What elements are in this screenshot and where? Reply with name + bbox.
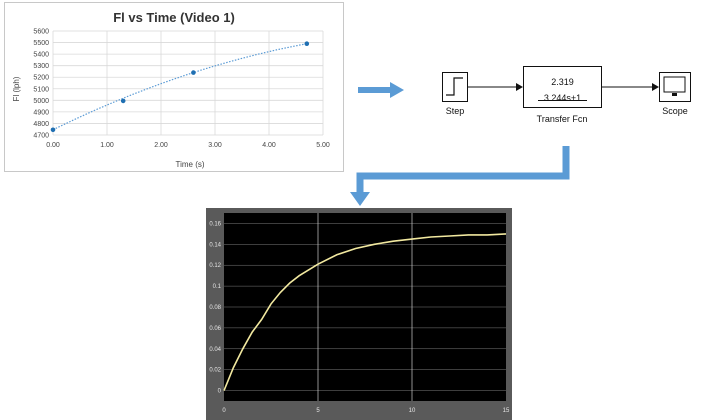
y-tick-label: 4700 <box>33 133 49 140</box>
scope-plot: 0 0.02 0.04 0.06 0.08 0.1 0.12 0.14 0.16 0 5 10 15 <box>209 213 510 414</box>
step-icon <box>446 77 463 96</box>
fl-vs-time-chart: Fl vs Time (Video 1) 4700 4800 4900 5000 510… <box>4 2 344 172</box>
scope-x-tick-label: 10 <box>409 408 416 414</box>
data-point <box>120 98 126 104</box>
y-tick-label: 5200 <box>33 75 49 82</box>
x-tick-label: 0.00 <box>46 142 60 149</box>
simulink-model: Step 2.319 3.244s+1 Transfer Fcn Scope <box>430 60 720 130</box>
y-tick-label: 4800 <box>33 121 49 128</box>
x-tick-label: 4.00 <box>262 142 276 149</box>
tf-fraction-bar <box>538 100 587 101</box>
fl-vs-time-plot: Fl vs Time (Video 1) 4700 4800 4900 5000 510… <box>12 10 330 169</box>
step-response-trace <box>223 233 507 391</box>
scope-y-tick-label: 0.02 <box>209 368 221 374</box>
x-tick-label: 2.00 <box>154 142 168 149</box>
y-tick-label: 5500 <box>33 40 49 47</box>
right-arrow-head <box>390 82 404 98</box>
scope-y-tick-label: 0.06 <box>209 326 221 332</box>
x-tick-label: 1.00 <box>100 142 114 149</box>
y-tick-label: 5600 <box>33 29 49 36</box>
scope-x-tick-label: 15 <box>503 408 510 414</box>
data-point <box>50 127 56 133</box>
scope-y-tick-label: 0 <box>218 389 222 395</box>
y-tick-label: 5300 <box>33 63 49 70</box>
scope-output-window: 0 0.02 0.04 0.06 0.08 0.1 0.12 0.14 0.16 0 5 10 15 <box>206 208 512 420</box>
scope-y-tick-label: 0.1 <box>213 284 222 290</box>
x-axis-label: Time (s) <box>175 160 204 169</box>
x-tick-label: 5.00 <box>316 142 330 149</box>
scope-y-tick-label: 0.04 <box>209 347 221 353</box>
tf-numerator: 2.319 <box>551 77 574 87</box>
y-tick-label: 5100 <box>33 86 49 93</box>
scope-icon <box>663 76 686 96</box>
data-point <box>191 70 196 75</box>
scope-label: Scope <box>662 106 688 116</box>
signal-lines <box>468 83 659 91</box>
scope-x-tick-label: 0 <box>222 408 226 414</box>
data-point <box>304 41 310 47</box>
trendline <box>52 43 307 131</box>
x-tick-label: 3.00 <box>208 142 222 149</box>
down-arrow-head <box>350 192 370 206</box>
tf-denominator: 3.244s+1 <box>543 93 582 103</box>
scope-y-tick-label: 0.16 <box>209 221 221 227</box>
scope-y-tick-label: 0.08 <box>209 305 221 311</box>
y-tick-label: 5400 <box>33 52 49 59</box>
step-label: Step <box>445 106 465 116</box>
y-tick-label: 5000 <box>33 98 49 105</box>
transfer-fcn-label: Transfer Fcn <box>536 114 588 124</box>
scope-y-tick-label: 0.12 <box>209 263 221 269</box>
chart-title: Fl vs Time (Video 1) <box>113 10 235 25</box>
step-block[interactable] <box>442 72 468 102</box>
y-axis-label: Fl (lph) <box>12 76 21 101</box>
scope-y-tick-label: 0.14 <box>209 242 221 248</box>
y-tick-label: 4900 <box>33 109 49 116</box>
scope-block[interactable] <box>659 72 691 102</box>
transfer-fcn-block[interactable]: 2.319 3.244s+1 <box>523 66 602 108</box>
down-arrow-shaft <box>356 146 570 194</box>
scope-x-tick-label: 5 <box>316 408 320 414</box>
